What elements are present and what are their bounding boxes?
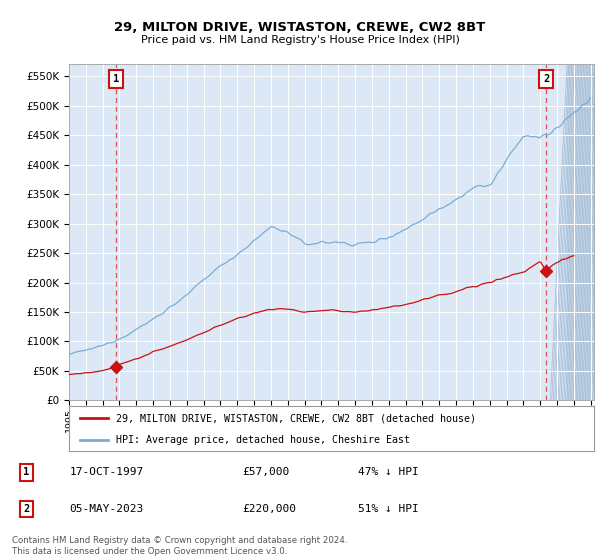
Text: Price paid vs. HM Land Registry's House Price Index (HPI): Price paid vs. HM Land Registry's House …: [140, 35, 460, 45]
Text: HPI: Average price, detached house, Cheshire East: HPI: Average price, detached house, Ches…: [116, 435, 410, 445]
Text: 29, MILTON DRIVE, WISTASTON, CREWE, CW2 8BT (detached house): 29, MILTON DRIVE, WISTASTON, CREWE, CW2 …: [116, 413, 476, 423]
Text: 1: 1: [23, 468, 29, 478]
Text: Contains HM Land Registry data © Crown copyright and database right 2024.
This d: Contains HM Land Registry data © Crown c…: [12, 536, 347, 556]
Text: 51% ↓ HPI: 51% ↓ HPI: [358, 504, 418, 514]
Text: 47% ↓ HPI: 47% ↓ HPI: [358, 468, 418, 478]
Text: £57,000: £57,000: [242, 468, 290, 478]
Text: 17-OCT-1997: 17-OCT-1997: [70, 468, 144, 478]
Text: 29, MILTON DRIVE, WISTASTON, CREWE, CW2 8BT: 29, MILTON DRIVE, WISTASTON, CREWE, CW2 …: [115, 21, 485, 34]
Text: 05-MAY-2023: 05-MAY-2023: [70, 504, 144, 514]
Text: 2: 2: [23, 504, 29, 514]
Bar: [567, 64, 594, 400]
Text: 1: 1: [113, 74, 119, 84]
Text: 2: 2: [543, 74, 549, 84]
Text: £220,000: £220,000: [242, 504, 296, 514]
